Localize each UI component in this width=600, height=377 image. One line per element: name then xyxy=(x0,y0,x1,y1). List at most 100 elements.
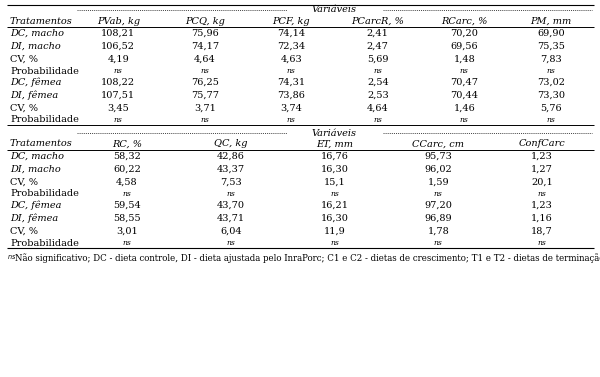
Text: ns: ns xyxy=(538,239,547,247)
Text: RC, %: RC, % xyxy=(112,139,142,149)
Text: 2,41: 2,41 xyxy=(367,29,389,38)
Text: DC, fêmea: DC, fêmea xyxy=(10,201,62,210)
Text: 108,22: 108,22 xyxy=(101,78,136,87)
Text: 11,9: 11,9 xyxy=(323,227,346,236)
Text: Variáveis: Variáveis xyxy=(312,129,357,138)
Text: 43,37: 43,37 xyxy=(217,165,245,174)
Text: ns: ns xyxy=(460,67,469,75)
Text: 4,19: 4,19 xyxy=(107,55,129,64)
Text: ns: ns xyxy=(373,67,382,75)
Text: 76,25: 76,25 xyxy=(191,78,218,87)
Text: 106,52: 106,52 xyxy=(101,42,135,51)
Text: ns: ns xyxy=(330,190,339,198)
Text: 16,30: 16,30 xyxy=(320,214,349,223)
Text: ns: ns xyxy=(373,116,382,124)
Text: 43,70: 43,70 xyxy=(217,201,245,210)
Text: 5,69: 5,69 xyxy=(367,55,389,64)
Text: 60,22: 60,22 xyxy=(113,165,141,174)
Text: 4,58: 4,58 xyxy=(116,178,138,187)
Text: 1,23: 1,23 xyxy=(531,152,553,161)
Text: 58,32: 58,32 xyxy=(113,152,141,161)
Text: ns: ns xyxy=(122,190,131,198)
Text: 1,46: 1,46 xyxy=(454,104,475,113)
Text: DI, macho: DI, macho xyxy=(10,42,61,51)
Text: 59,54: 59,54 xyxy=(113,201,141,210)
Text: 16,76: 16,76 xyxy=(320,152,349,161)
Text: ns: ns xyxy=(122,239,131,247)
Text: QC, kg: QC, kg xyxy=(214,139,247,149)
Text: 3,01: 3,01 xyxy=(116,227,138,236)
Text: ns: ns xyxy=(114,116,122,124)
Text: 3,71: 3,71 xyxy=(194,104,215,113)
Text: 74,31: 74,31 xyxy=(277,78,305,87)
Text: 96,89: 96,89 xyxy=(424,214,452,223)
Text: 73,86: 73,86 xyxy=(277,91,305,100)
Text: ns: ns xyxy=(330,239,339,247)
Text: Probabilidade: Probabilidade xyxy=(10,239,79,247)
Text: ns: ns xyxy=(460,116,469,124)
Text: PM, mm: PM, mm xyxy=(530,17,571,26)
Text: ns: ns xyxy=(547,116,555,124)
Text: 73,30: 73,30 xyxy=(537,91,565,100)
Text: 69,90: 69,90 xyxy=(537,29,565,38)
Text: 70,47: 70,47 xyxy=(450,78,478,87)
Text: 1,27: 1,27 xyxy=(531,165,553,174)
Text: Tratamentos: Tratamentos xyxy=(10,17,73,26)
Text: 16,30: 16,30 xyxy=(320,165,349,174)
Text: DI, fêmea: DI, fêmea xyxy=(10,91,58,100)
Text: ns: ns xyxy=(287,67,296,75)
Text: 70,20: 70,20 xyxy=(451,29,478,38)
Text: CV, %: CV, % xyxy=(10,227,38,236)
Text: ET, mm: ET, mm xyxy=(316,139,353,149)
Text: ns: ns xyxy=(226,239,235,247)
Text: 1,59: 1,59 xyxy=(427,178,449,187)
Text: DC, macho: DC, macho xyxy=(10,152,64,161)
Text: DI, macho: DI, macho xyxy=(10,165,61,174)
Text: 108,21: 108,21 xyxy=(101,29,136,38)
Text: 74,17: 74,17 xyxy=(191,42,219,51)
Text: 1,78: 1,78 xyxy=(427,227,449,236)
Text: 15,1: 15,1 xyxy=(323,178,346,187)
Text: 75,35: 75,35 xyxy=(537,42,565,51)
Text: RCarc, %: RCarc, % xyxy=(441,17,487,26)
Text: DI, fêmea: DI, fêmea xyxy=(10,214,58,223)
Text: Tratamentos: Tratamentos xyxy=(10,139,73,149)
Text: 107,51: 107,51 xyxy=(101,91,136,100)
Text: 95,73: 95,73 xyxy=(424,152,452,161)
Text: 3,45: 3,45 xyxy=(107,104,129,113)
Text: ns: ns xyxy=(200,116,209,124)
Text: PCQ, kg: PCQ, kg xyxy=(185,17,224,26)
Text: 3,74: 3,74 xyxy=(280,104,302,113)
Text: 2,54: 2,54 xyxy=(367,78,389,87)
Text: 75,77: 75,77 xyxy=(191,91,219,100)
Text: 73,02: 73,02 xyxy=(537,78,565,87)
Text: ConfCarc: ConfCarc xyxy=(519,139,565,149)
Text: ns: ns xyxy=(434,190,443,198)
Text: 74,14: 74,14 xyxy=(277,29,305,38)
Text: PCF, kg: PCF, kg xyxy=(272,17,310,26)
Text: CV, %: CV, % xyxy=(10,104,38,113)
Text: Não significativo; DC - dieta controle, DI - dieta ajustada pelo InraPorc; C1 e : Não significativo; DC - dieta controle, … xyxy=(15,253,600,263)
Text: Probabilidade: Probabilidade xyxy=(10,190,79,199)
Text: 5,76: 5,76 xyxy=(540,104,562,113)
Text: 7,53: 7,53 xyxy=(220,178,242,187)
Text: 6,04: 6,04 xyxy=(220,227,242,236)
Text: $^{ns}$: $^{ns}$ xyxy=(7,253,16,262)
Text: 70,44: 70,44 xyxy=(450,91,478,100)
Text: 20,1: 20,1 xyxy=(531,178,553,187)
Text: PCarcR, %: PCarcR, % xyxy=(352,17,404,26)
Text: 4,64: 4,64 xyxy=(367,104,389,113)
Text: 69,56: 69,56 xyxy=(451,42,478,51)
Text: 75,96: 75,96 xyxy=(191,29,218,38)
Text: ns: ns xyxy=(287,116,296,124)
Text: 18,7: 18,7 xyxy=(531,227,553,236)
Text: 1,48: 1,48 xyxy=(454,55,475,64)
Text: ns: ns xyxy=(226,190,235,198)
Text: ns: ns xyxy=(547,67,555,75)
Text: 7,83: 7,83 xyxy=(540,55,562,64)
Text: ns: ns xyxy=(538,190,547,198)
Text: 42,86: 42,86 xyxy=(217,152,245,161)
Text: 16,21: 16,21 xyxy=(320,201,349,210)
Text: ns: ns xyxy=(200,67,209,75)
Text: 2,47: 2,47 xyxy=(367,42,389,51)
